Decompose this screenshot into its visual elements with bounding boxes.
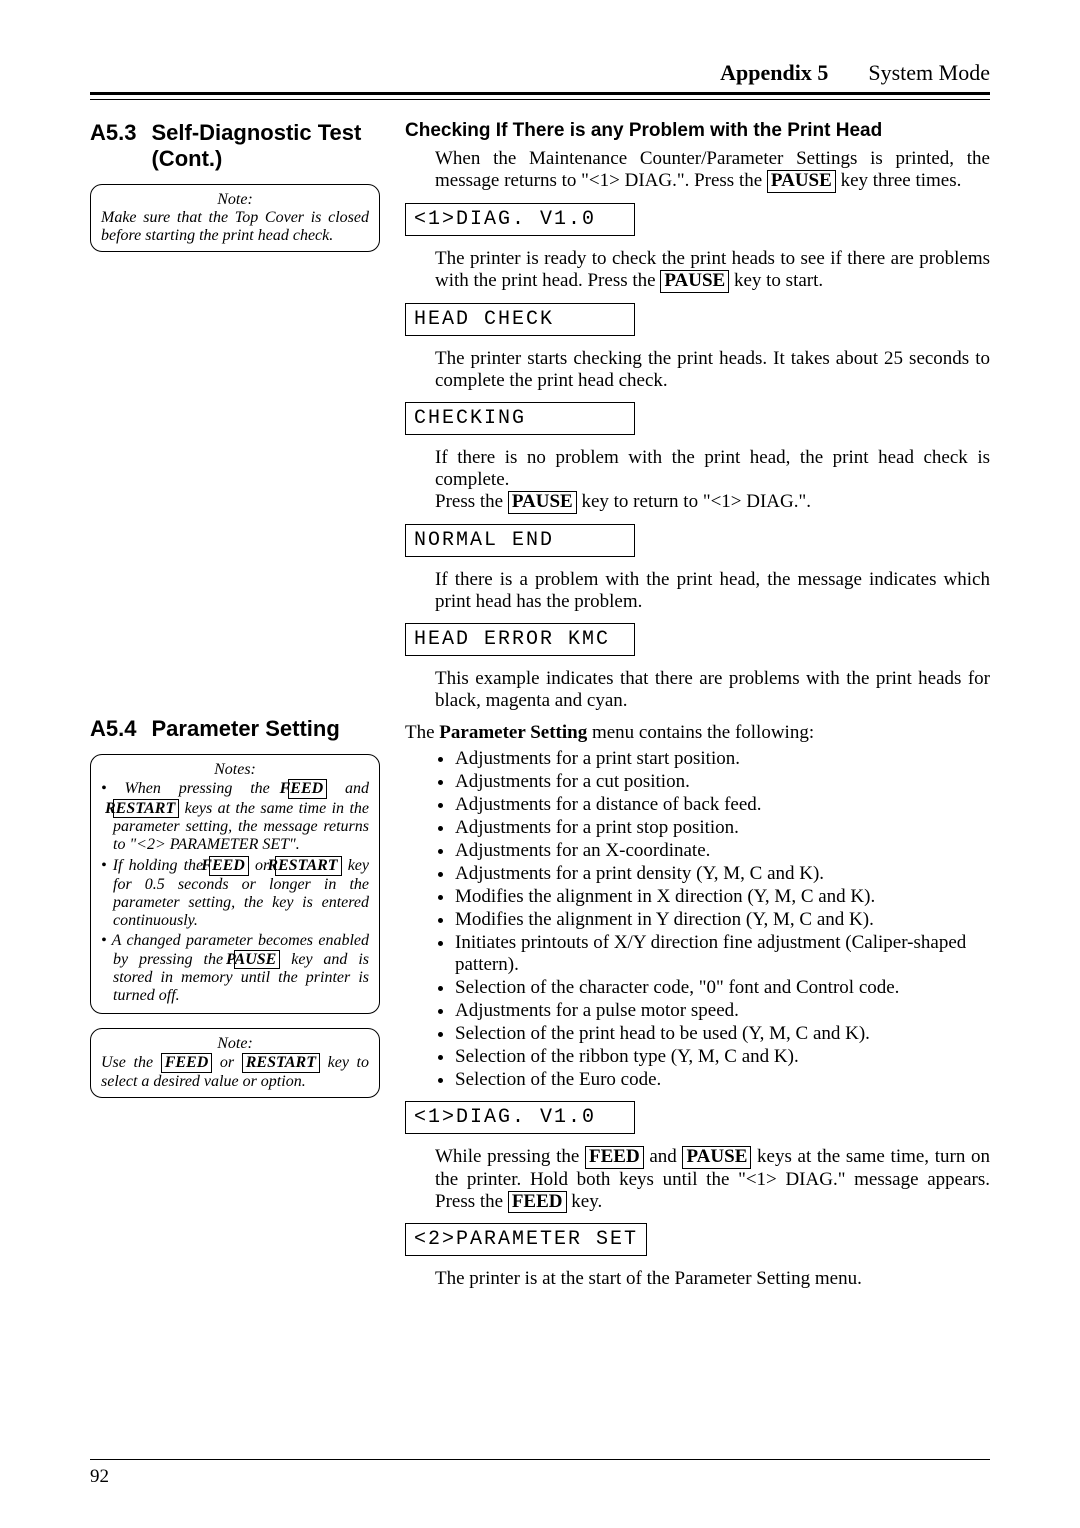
pause-key: PAUSE: [682, 1146, 751, 1169]
text-run: If there is no problem with the print he…: [435, 447, 990, 490]
feed-key: FEED: [288, 779, 328, 799]
feed-key: FEED: [161, 1053, 213, 1073]
lcd-display: NORMAL END: [405, 524, 635, 557]
note-box-a54-2: Note: Use the FEED or RESTART key to sel…: [90, 1028, 380, 1098]
text-bold: Parameter Setting: [439, 722, 587, 743]
param-list-item: Adjustments for an X-coordinate.: [455, 840, 990, 862]
param-list-item: Adjustments for a distance of back feed.: [455, 794, 990, 816]
note-item: • When pressing the FEED and RESTART key…: [101, 779, 369, 854]
pause-key: PAUSE: [508, 491, 577, 514]
paragraph: If there is a problem with the print hea…: [405, 569, 990, 613]
note-item: • If holding the FEED or RESTART key for…: [101, 856, 369, 930]
note-body: Make sure that the Top Cover is closed b…: [101, 209, 369, 245]
lcd-display: HEAD ERROR KMC: [405, 623, 635, 656]
text-run: key three times.: [836, 170, 962, 191]
note-text: or: [212, 1054, 241, 1071]
section-title: Parameter Setting: [151, 716, 339, 742]
note-text: and: [327, 780, 369, 797]
appendix-label: Appendix 5: [720, 60, 828, 86]
section-number: A5.3: [90, 120, 136, 172]
text-run: key to start.: [729, 270, 823, 291]
param-intro: The Parameter Setting menu contains the …: [405, 722, 990, 744]
header-title: System Mode: [868, 60, 990, 86]
param-list-item: Selection of the print head to be used (…: [455, 1023, 990, 1045]
lcd-display: <1>DIAG. V1.0: [405, 1101, 635, 1134]
feed-key: FEED: [209, 856, 249, 876]
param-list-item: Adjustments for a cut position.: [455, 771, 990, 793]
param-list-item: Selection of the ribbon type (Y, M, C an…: [455, 1046, 990, 1068]
feed-key: FEED: [585, 1146, 644, 1169]
text-run: Press the: [435, 491, 508, 512]
note-item: • A changed parameter becomes enabled by…: [101, 932, 369, 1006]
restart-key: RESTART: [242, 1053, 320, 1073]
paragraph: The printer is at the start of the Param…: [405, 1268, 990, 1290]
parameter-list: Adjustments for a print start position.A…: [405, 748, 990, 1091]
lcd-display: <2>PARAMETER SET: [405, 1223, 647, 1256]
note-text: Use the: [101, 1054, 161, 1071]
param-list-item: Adjustments for a print density (Y, M, C…: [455, 863, 990, 885]
page-number: 92: [90, 1466, 109, 1487]
paragraph: The printer is ready to check the print …: [405, 248, 990, 293]
section-a53-heading: A5.3 Self-Diagnostic Test (Cont.): [90, 120, 380, 172]
pause-key: PAUSE: [660, 270, 729, 293]
note-body: Use the FEED or RESTART key to select a …: [101, 1053, 369, 1091]
text-run: While pressing the: [435, 1146, 585, 1167]
restart-key: RESTART: [275, 856, 341, 876]
param-list-item: Modifies the alignment in Y direction (Y…: [455, 909, 990, 931]
notes-title: Notes:: [101, 761, 369, 779]
param-list-item: Initiates printouts of X/Y direction fin…: [455, 932, 990, 976]
section-number: A5.4: [90, 716, 136, 742]
param-list-item: Selection of the character code, "0" fon…: [455, 977, 990, 999]
pause-key: PAUSE: [234, 950, 280, 970]
pause-key: PAUSE: [767, 170, 836, 193]
param-list-item: Modifies the alignment in X direction (Y…: [455, 886, 990, 908]
note-title: Note:: [101, 191, 369, 209]
note-text: If holding the: [113, 857, 210, 874]
text-run: The: [405, 722, 439, 743]
paragraph: If there is no problem with the print he…: [405, 447, 990, 514]
lcd-display: <1>DIAG. V1.0: [405, 203, 635, 236]
param-list-item: Adjustments for a print start position.: [455, 748, 990, 770]
restart-key: RESTART: [113, 799, 179, 819]
notes-box-a54: Notes: • When pressing the FEED and REST…: [90, 754, 380, 1014]
param-list-item: Adjustments for a pulse motor speed.: [455, 1000, 990, 1022]
print-head-heading: Checking If There is any Problem with th…: [405, 120, 990, 142]
text-run: and: [644, 1146, 683, 1167]
note-text: When pressing the: [124, 780, 287, 797]
note-title: Note:: [101, 1035, 369, 1053]
text-run: key to return to "<1> DIAG.".: [577, 491, 811, 512]
lcd-display: HEAD CHECK: [405, 303, 635, 336]
text-run: key.: [567, 1191, 603, 1212]
paragraph: The printer starts checking the print he…: [405, 348, 990, 392]
note-box-a53: Note: Make sure that the Top Cover is cl…: [90, 184, 380, 252]
lcd-display: CHECKING: [405, 402, 635, 435]
paragraph: This example indicates that there are pr…: [405, 668, 990, 712]
text-run: menu contains the following:: [587, 722, 814, 743]
paragraph: While pressing the FEED and PAUSE keys a…: [405, 1146, 990, 1214]
section-title: Self-Diagnostic Test (Cont.): [151, 120, 380, 172]
param-list-item: Selection of the Euro code.: [455, 1069, 990, 1091]
param-list-item: Adjustments for a print stop position.: [455, 817, 990, 839]
feed-key: FEED: [508, 1191, 567, 1214]
section-a54-heading: A5.4 Parameter Setting: [90, 716, 380, 742]
paragraph: When the Maintenance Counter/Parameter S…: [405, 148, 990, 193]
